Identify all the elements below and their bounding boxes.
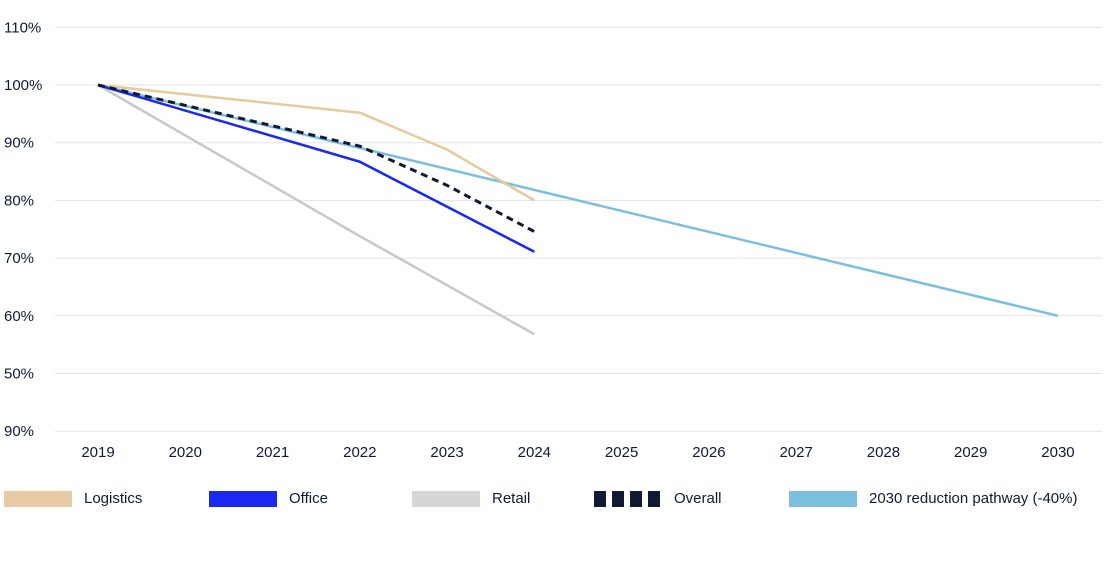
x-tick-label: 2029 (954, 444, 987, 461)
y-tick-label: 90% (4, 423, 34, 440)
y-tick-label: 80% (4, 192, 34, 209)
series-line-retail (97, 83, 535, 336)
x-tick-label: 2027 (779, 444, 812, 461)
legend-label: Logistics (84, 490, 143, 507)
y-tick-label: 100% (4, 77, 42, 94)
legend-swatch-logistics (4, 490, 72, 507)
series-line-overall (97, 83, 536, 233)
x-tick-label: 2030 (1041, 444, 1074, 461)
legend-swatch-office (209, 490, 277, 507)
x-tick-label: 2019 (81, 444, 114, 461)
x-tick-label: 2021 (256, 444, 289, 461)
legend: Logistics Office Retail Overall 2030 red… (0, 490, 1110, 512)
series-line-logistics (97, 83, 535, 202)
x-tick-label: 2025 (605, 444, 638, 461)
legend-label: 2030 reduction pathway (-40%) (869, 490, 1078, 507)
legend-item-logistics: Logistics (4, 490, 142, 507)
legend-swatch-retail (412, 490, 480, 507)
legend-item-overall: Overall (594, 490, 722, 507)
x-tick-label: 2023 (430, 444, 463, 461)
x-tick-label: 2022 (343, 444, 376, 461)
x-tick-label: 2028 (867, 444, 900, 461)
legend-label: Retail (492, 490, 531, 507)
line-chart: 110% 100% 90% 80% 70% 60% 50% 90% 2019 2020 2021 20… (4, 19, 1102, 461)
legend-label: Office (289, 490, 328, 507)
legend-swatch-pathway (789, 490, 857, 507)
legend-label: Overall (674, 490, 722, 507)
x-tick-label: 2024 (518, 444, 551, 461)
y-tick-label: 60% (4, 308, 34, 325)
legend-item-pathway: 2030 reduction pathway (-40%) (789, 490, 1077, 507)
y-tick-label: 70% (4, 250, 34, 267)
y-tick-label: 110% (4, 19, 41, 36)
legend-item-retail: Retail (412, 490, 530, 507)
series-line-office (97, 83, 535, 253)
x-tick-label: 2026 (692, 444, 725, 461)
y-tick-label: 90% (4, 135, 34, 152)
x-tick-label: 2020 (169, 444, 202, 461)
series-line-2030-reduction-pathway-40- (97, 83, 1059, 318)
legend-swatch-overall (594, 490, 660, 507)
y-tick-label: 50% (4, 366, 34, 383)
legend-item-office: Office (209, 490, 328, 507)
